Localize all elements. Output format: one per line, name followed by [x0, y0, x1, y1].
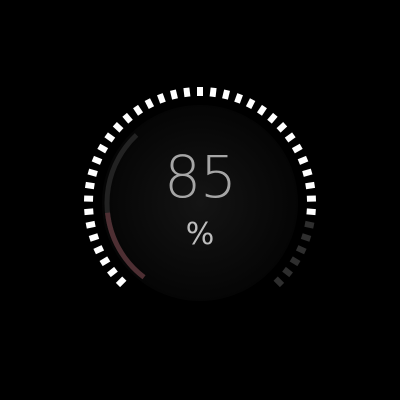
- gauge-tick: [289, 256, 301, 267]
- gauge-tick: [84, 208, 94, 216]
- gauge-tick: [97, 143, 109, 154]
- gauge-tick: [304, 220, 315, 229]
- gauge-tick: [234, 93, 243, 104]
- gauge-tick: [305, 181, 316, 190]
- gauge-tick: [282, 266, 293, 278]
- gauge-tick: [302, 168, 313, 177]
- gauge-tick: [295, 245, 307, 255]
- gauge-tick: [87, 168, 98, 177]
- gauge-tick: [297, 155, 309, 165]
- gauge-tick: [122, 112, 133, 124]
- gauge-tick: [306, 208, 316, 216]
- gauge-tick: [273, 276, 285, 288]
- gauge-tick: [276, 122, 288, 133]
- inner-arc-group: [104, 133, 146, 280]
- gauge-tick: [170, 89, 178, 100]
- gauge-tick: [84, 181, 95, 190]
- gauge-value: 85: [164, 143, 236, 211]
- gauge-tick: [284, 132, 296, 143]
- gauge-tick: [256, 104, 267, 116]
- gauge-tick: [222, 89, 230, 100]
- gauge-tick: [209, 87, 217, 98]
- gauge-tick: [107, 266, 118, 278]
- gauge-face: [102, 105, 298, 301]
- gauge-tick: [88, 233, 100, 242]
- gauge-tick: [183, 87, 191, 98]
- gauge-tick: [93, 245, 105, 255]
- tick-ring: [83, 87, 317, 288]
- gauge-tick: [99, 256, 111, 267]
- gauge-unit: %: [186, 217, 215, 252]
- gauge-tick: [104, 132, 116, 143]
- gauge-tick: [112, 122, 124, 133]
- gauge-tick: [157, 93, 166, 104]
- gauge-tick: [144, 98, 155, 110]
- gauge-tick: [85, 220, 96, 229]
- gauge-tick: [267, 112, 278, 124]
- gauge-tick: [291, 143, 303, 154]
- gauge-tick: [300, 233, 312, 242]
- gauge-tick: [245, 98, 256, 110]
- gauge-tick: [133, 104, 144, 116]
- gauge-tick: [91, 155, 103, 165]
- warning-zone-arc: [105, 212, 146, 280]
- gauge-tick: [115, 276, 127, 288]
